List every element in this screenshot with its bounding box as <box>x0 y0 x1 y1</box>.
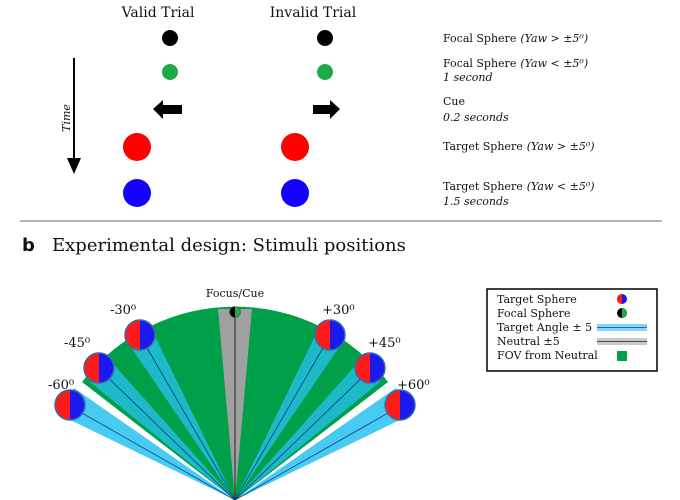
panel-b: b Experimental design: Stimuli positions <box>22 235 658 500</box>
step-1-condition: (Yaw > ±5⁰) <box>520 32 588 45</box>
time-arrow-head <box>67 158 81 174</box>
legend-target-sphere-swatch <box>617 294 627 304</box>
legend-target-sphere-label: Target Sphere <box>497 293 577 306</box>
target-band-minus-60 <box>60 388 235 500</box>
svg-text:Target Sphere(Yaw < ±5⁰): Target Sphere (Yaw < ±5⁰) <box>443 180 595 193</box>
target-sphere-minus-60 <box>54 389 86 421</box>
target-band-minus-30 <box>126 326 235 500</box>
invalid-target-sphere-near <box>281 179 309 207</box>
target-sphere-minus-30 <box>124 319 156 351</box>
angle-label-plus-60: +60⁰ <box>397 378 430 393</box>
svg-text:Focal Sphere(Yaw < ±5⁰): Focal Sphere (Yaw < ±5⁰) <box>443 57 588 70</box>
step-label-4: Target Sphere (Yaw > ±5⁰) <box>443 140 595 153</box>
valid-cue-arrow-left <box>153 100 182 119</box>
step-1-title: Focal Sphere <box>443 32 516 45</box>
legend-fov-label: FOV from Neutral <box>497 349 598 362</box>
step-2-condition: (Yaw < ±5⁰) <box>520 57 588 70</box>
target-line-plus-60 <box>234 403 405 500</box>
legend-fov-swatch <box>617 351 627 361</box>
focal-sphere <box>229 306 241 318</box>
target-line-minus-60 <box>65 403 236 500</box>
legend: Target Sphere Focal Sphere Target Angle … <box>486 288 658 372</box>
step-3-duration: 0.2 seconds <box>443 111 509 124</box>
invalid-cue-arrow-right <box>313 100 340 119</box>
fov-diagram <box>54 306 416 500</box>
angle-label-minus-45: -45⁰ <box>64 336 90 351</box>
step-label-5: Target Sphere (Yaw < ±5⁰) 1.5 seconds <box>443 180 595 208</box>
valid-trial-title: Valid Trial <box>121 5 195 21</box>
angle-label-plus-30: +30⁰ <box>322 303 355 318</box>
legend-neutral-label: Neutral ±5 <box>497 335 560 348</box>
step-4-condition: (Yaw > ±5⁰) <box>527 140 595 153</box>
step-2-duration: 1 second <box>443 71 493 84</box>
step-5-condition: (Yaw < ±5⁰) <box>527 180 595 193</box>
invalid-focal-sphere-near <box>317 64 333 80</box>
target-band-plus-60 <box>235 388 410 500</box>
step-5-duration: 1.5 seconds <box>443 195 509 208</box>
step-2-title: Focal Sphere <box>443 57 516 70</box>
step-5-title: Target Sphere <box>443 180 523 193</box>
target-sphere-minus-45 <box>83 352 115 384</box>
focus-cue-label: Focus/Cue <box>206 287 264 300</box>
target-line-minus-45 <box>97 367 236 500</box>
target-line-plus-45 <box>234 367 373 500</box>
valid-target-sphere-near <box>123 179 151 207</box>
legend-focal-sphere-label: Focal Sphere <box>497 307 570 320</box>
legend-focal-sphere-swatch <box>617 308 627 318</box>
legend-target-angle-swatch <box>597 324 647 331</box>
valid-focal-sphere-near <box>162 64 178 80</box>
target-line-plus-30 <box>234 333 332 500</box>
step-4-title: Target Sphere <box>443 140 523 153</box>
panel-a: Valid Trial Invalid Trial Time Focal Sph… <box>60 5 595 208</box>
target-sphere-plus-60 <box>384 389 416 421</box>
svg-text:Target Sphere(Yaw > ±5⁰): Target Sphere (Yaw > ±5⁰) <box>443 140 595 153</box>
angle-label-plus-45: +45⁰ <box>368 336 401 351</box>
panel-b-letter: b <box>22 235 35 256</box>
target-sphere-plus-45 <box>354 352 386 384</box>
angle-label-minus-30: -30⁰ <box>110 303 136 318</box>
target-band-minus-45 <box>90 356 235 500</box>
legend-neutral-swatch <box>597 338 647 345</box>
step-label-2: Focal Sphere (Yaw < ±5⁰) 1 second <box>443 57 588 84</box>
invalid-focal-sphere-far <box>317 30 333 46</box>
target-band-plus-30 <box>235 326 344 500</box>
step-3-title: Cue <box>443 95 465 108</box>
svg-text:Focal Sphere(Yaw > ±5⁰): Focal Sphere (Yaw > ±5⁰) <box>443 32 588 45</box>
invalid-target-sphere-far <box>281 133 309 161</box>
panel-b-title: Experimental design: Stimuli positions <box>52 235 406 256</box>
step-label-1: Focal Sphere (Yaw > ±5⁰) <box>443 32 588 45</box>
target-band-plus-45 <box>235 356 380 500</box>
valid-target-sphere-far <box>123 133 151 161</box>
target-sphere-plus-30 <box>314 319 346 351</box>
angle-label-minus-60: -60⁰ <box>48 378 74 393</box>
time-label: Time <box>60 104 73 132</box>
target-line-minus-30 <box>138 333 236 500</box>
step-label-3: Cue 0.2 seconds <box>443 95 509 124</box>
valid-focal-sphere-far <box>162 30 178 46</box>
legend-target-angle-label: Target Angle ± 5 <box>497 321 592 334</box>
invalid-trial-title: Invalid Trial <box>270 5 357 21</box>
